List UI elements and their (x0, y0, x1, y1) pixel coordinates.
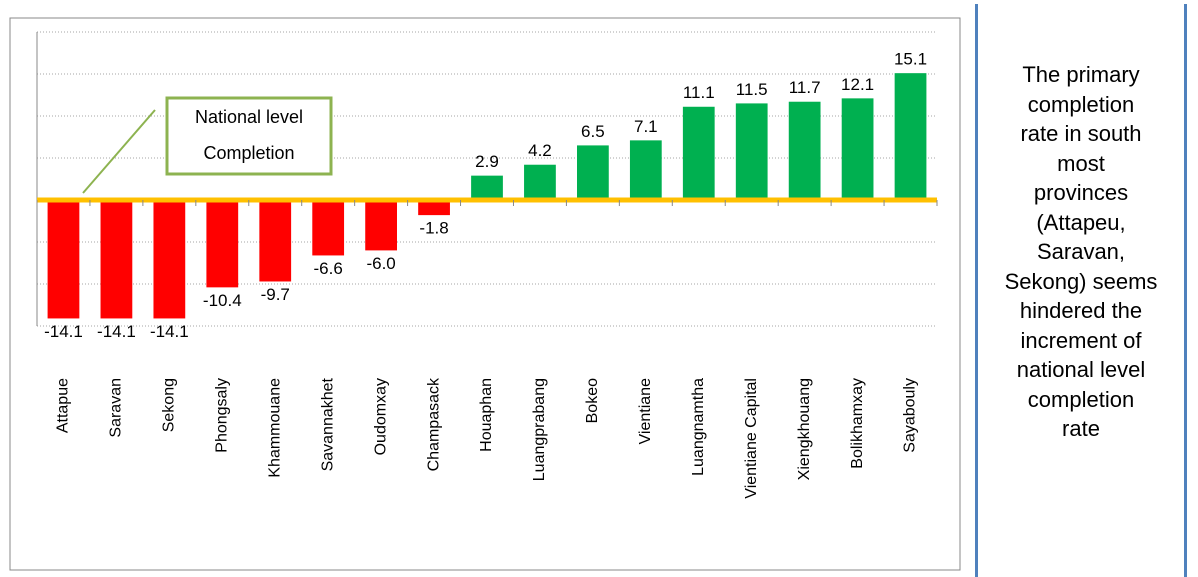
bar (47, 200, 80, 319)
value-label: 11.7 (789, 78, 821, 97)
bar (788, 101, 821, 200)
x-tick-label: Oudomxay (372, 378, 389, 455)
value-label: 11.1 (683, 83, 715, 102)
bar (365, 200, 397, 251)
note-line: national level (1016, 357, 1146, 382)
note-line: rate (1062, 416, 1100, 441)
bar (841, 98, 874, 200)
value-label: -9.7 (261, 285, 290, 304)
note-line: Sekong) seems (1004, 268, 1158, 294)
value-label: 15.1 (894, 50, 927, 69)
note-line: increment of (1020, 327, 1142, 353)
value-label: -10.4 (203, 291, 242, 310)
note-line: provinces (1033, 180, 1129, 205)
value-label: 2.9 (475, 152, 499, 171)
annotation-box (165, 96, 333, 176)
chart-frame (9, 17, 961, 571)
x-tick-label: Saravan (108, 378, 125, 438)
value-label: -14.1 (44, 322, 83, 341)
bar (312, 200, 345, 256)
x-tick-label: Khammouane (266, 378, 283, 478)
bar (471, 175, 503, 200)
bar (418, 200, 450, 216)
bar (682, 106, 715, 200)
x-tick-label: Sayabouly (902, 378, 919, 453)
value-label: -14.1 (97, 322, 136, 341)
note-line: Saravan, (1036, 239, 1126, 264)
side-note: The primary completion rate in south most pr… (975, 4, 1187, 577)
note-line: (Attapeu, (1036, 209, 1126, 235)
value-label: -1.8 (419, 219, 448, 238)
note-line: rate in south (1020, 121, 1142, 146)
bar (629, 140, 662, 200)
value-label: 7.1 (634, 117, 658, 136)
annotation-text: National level Completion (195, 107, 303, 163)
bar (735, 103, 768, 200)
value-label: -6.0 (366, 254, 395, 273)
x-tick-label: Champasack (425, 377, 442, 471)
bar (153, 200, 186, 319)
value-label: 12.1 (841, 75, 874, 94)
x-tick-label: Phongsaly (214, 378, 231, 453)
bar (894, 73, 927, 200)
x-tick-label: Savannakhet (319, 377, 336, 471)
x-tick-label: Attapue (55, 378, 72, 433)
bar (206, 200, 239, 288)
value-label: -6.6 (314, 259, 343, 278)
x-tick-label: Sekong (161, 378, 178, 432)
bars: -14.1 -14.1 -14.1 -10.4 -9.7 -6.6 -6.0 -1.8 2.9 4… (44, 50, 927, 341)
x-tick-label: Bokeo (584, 378, 601, 423)
x-tick-label: Luangprabang (531, 378, 548, 481)
bar (524, 164, 556, 200)
x-tick-label: Vientiane Capital (743, 378, 760, 499)
annotation-connector (82, 109, 156, 194)
note-line: hindered the (1019, 298, 1143, 323)
chart: -14.1 -14.1 -14.1 -10.4 -9.7 -6.6 -6.0 -1.8 2.9 4… (9, 17, 961, 571)
note-line: completion (1027, 91, 1135, 117)
value-label: -14.1 (150, 322, 189, 341)
bar (100, 200, 133, 319)
note-line: The primary (1022, 62, 1140, 87)
value-label: 11.5 (736, 80, 768, 99)
value-label: 6.5 (581, 122, 605, 141)
bar (577, 145, 609, 200)
x-tick-label: Vientiane (637, 378, 654, 445)
bar (259, 200, 292, 282)
x-tick-label: Houaphan (478, 378, 495, 452)
x-tick-label: Xiengkhouang (796, 378, 813, 480)
note-line: most (1057, 150, 1105, 176)
x-tick-label: Bolikhamxay (849, 378, 866, 469)
value-label: 4.2 (528, 141, 552, 160)
x-tick-label: Luangnamtha (690, 378, 707, 476)
note-line: completion (1027, 386, 1135, 412)
